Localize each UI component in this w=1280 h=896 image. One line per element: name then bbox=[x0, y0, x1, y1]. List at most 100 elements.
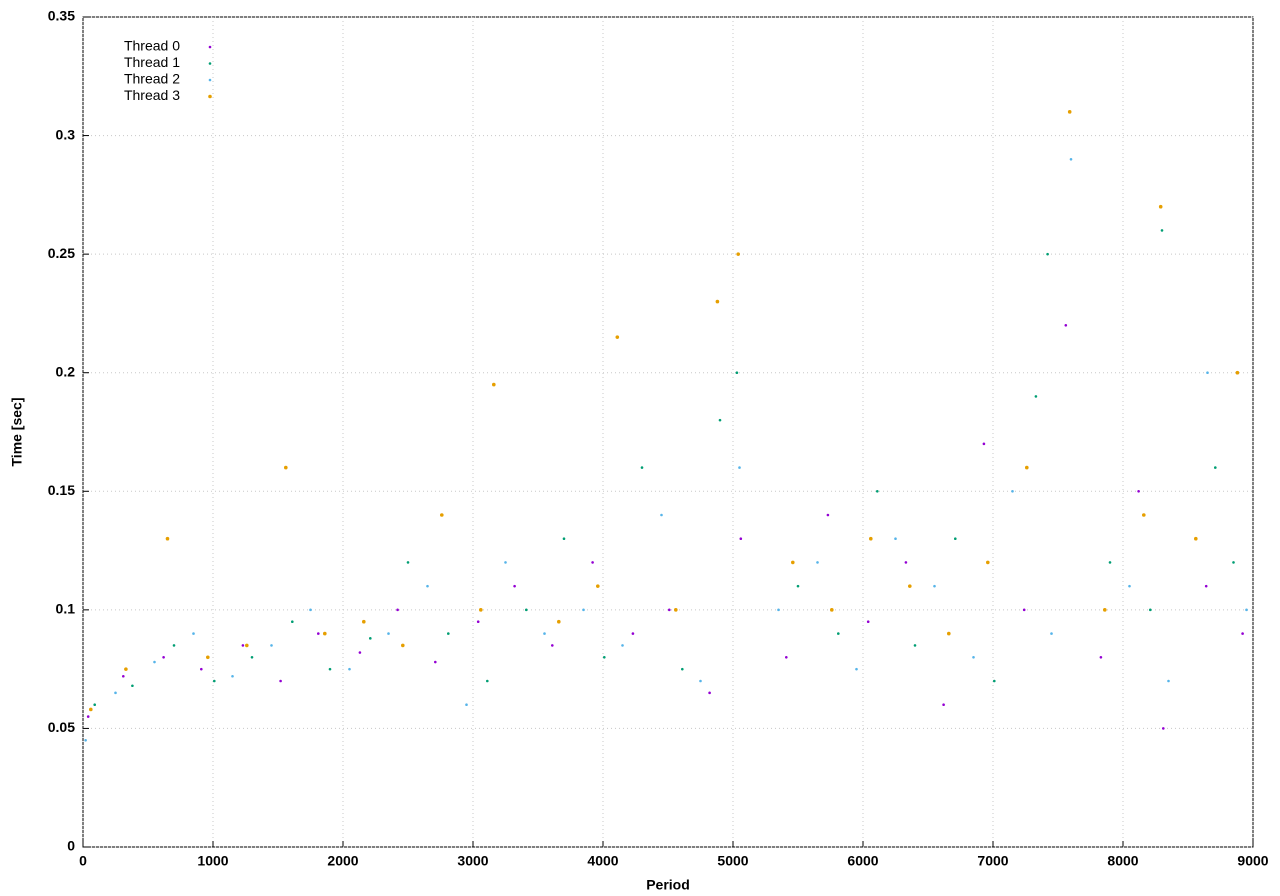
y-axis-label: Time [sec] bbox=[9, 398, 25, 467]
y-tick-label: 0.3 bbox=[56, 126, 76, 142]
point bbox=[162, 655, 165, 659]
y-tick-label: 0.2 bbox=[56, 363, 76, 379]
point bbox=[631, 632, 635, 635]
x-tick-label: 3000 bbox=[457, 853, 488, 869]
point bbox=[1069, 157, 1073, 161]
y-tick-label: 0.15 bbox=[48, 482, 75, 498]
point bbox=[1241, 632, 1244, 635]
point bbox=[270, 644, 273, 647]
point bbox=[1204, 584, 1208, 588]
x-tick-label: 5000 bbox=[717, 853, 748, 869]
point bbox=[826, 513, 830, 517]
point bbox=[279, 679, 282, 683]
point bbox=[591, 561, 594, 564]
point bbox=[1206, 371, 1209, 375]
point bbox=[954, 537, 957, 541]
point bbox=[1245, 608, 1248, 612]
point bbox=[165, 536, 170, 541]
point bbox=[621, 644, 624, 647]
point bbox=[1142, 513, 1146, 517]
point bbox=[1034, 395, 1038, 398]
point bbox=[1025, 465, 1029, 470]
point bbox=[114, 691, 117, 695]
point bbox=[736, 252, 740, 256]
point bbox=[866, 620, 870, 624]
point bbox=[894, 537, 897, 541]
point bbox=[284, 465, 288, 470]
point bbox=[785, 655, 788, 659]
point bbox=[124, 667, 128, 671]
point bbox=[1158, 204, 1163, 209]
x-tick-label: 1000 bbox=[197, 853, 228, 869]
point bbox=[904, 561, 908, 564]
point bbox=[206, 655, 210, 660]
point bbox=[708, 691, 711, 695]
x-axis-label: Period bbox=[646, 877, 690, 893]
point bbox=[86, 715, 90, 718]
x-tick-label: 4000 bbox=[587, 853, 618, 869]
point bbox=[982, 442, 986, 446]
point bbox=[401, 643, 405, 648]
point bbox=[1137, 489, 1140, 493]
point bbox=[738, 466, 741, 469]
point bbox=[172, 644, 176, 647]
point bbox=[830, 608, 834, 612]
point bbox=[557, 619, 561, 624]
point bbox=[231, 674, 234, 678]
point bbox=[1128, 584, 1131, 588]
point bbox=[869, 536, 873, 541]
point bbox=[1162, 727, 1165, 730]
point bbox=[358, 651, 362, 654]
point bbox=[369, 637, 372, 640]
point bbox=[486, 679, 489, 683]
point bbox=[876, 489, 879, 493]
point bbox=[387, 632, 390, 635]
y-tick-label: 0.1 bbox=[56, 601, 76, 617]
point bbox=[1064, 323, 1068, 327]
point bbox=[131, 684, 134, 688]
x-tick-label: 2000 bbox=[327, 853, 358, 869]
point bbox=[735, 371, 739, 375]
point bbox=[93, 703, 96, 707]
point bbox=[84, 738, 87, 742]
point bbox=[603, 655, 606, 659]
x-tick-label: 6000 bbox=[847, 853, 878, 869]
point bbox=[426, 584, 429, 588]
point bbox=[551, 644, 554, 647]
point bbox=[476, 620, 480, 624]
point bbox=[1149, 608, 1152, 612]
point bbox=[1194, 536, 1198, 541]
point bbox=[855, 667, 858, 671]
point bbox=[681, 667, 684, 671]
point bbox=[1067, 110, 1072, 114]
point bbox=[317, 632, 320, 635]
point bbox=[816, 561, 819, 564]
point bbox=[699, 679, 702, 683]
point bbox=[328, 667, 332, 671]
x-tick-label: 8000 bbox=[1107, 853, 1138, 869]
point bbox=[715, 299, 720, 304]
point bbox=[89, 707, 93, 712]
y-tick-label: 0.35 bbox=[48, 8, 75, 24]
y-tick-label: 0 bbox=[67, 838, 75, 854]
point bbox=[640, 466, 644, 469]
point bbox=[213, 679, 216, 683]
point bbox=[1235, 370, 1240, 375]
point bbox=[908, 584, 912, 588]
legend-label: Thread 2 bbox=[124, 71, 180, 87]
point bbox=[250, 655, 254, 659]
point bbox=[434, 660, 437, 664]
point bbox=[543, 632, 546, 635]
point bbox=[739, 537, 743, 541]
point bbox=[396, 608, 399, 612]
point bbox=[513, 584, 516, 588]
point bbox=[1214, 466, 1217, 469]
legend-marker bbox=[208, 78, 212, 82]
point bbox=[447, 632, 450, 635]
point bbox=[718, 418, 722, 422]
point bbox=[1103, 608, 1107, 612]
point bbox=[479, 608, 483, 612]
y-tick-label: 0.05 bbox=[48, 719, 75, 735]
point bbox=[993, 679, 996, 683]
